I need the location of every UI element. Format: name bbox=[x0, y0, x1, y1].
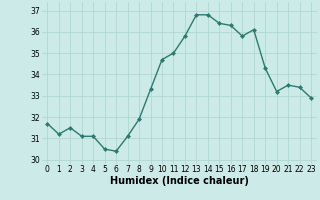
X-axis label: Humidex (Indice chaleur): Humidex (Indice chaleur) bbox=[110, 176, 249, 186]
